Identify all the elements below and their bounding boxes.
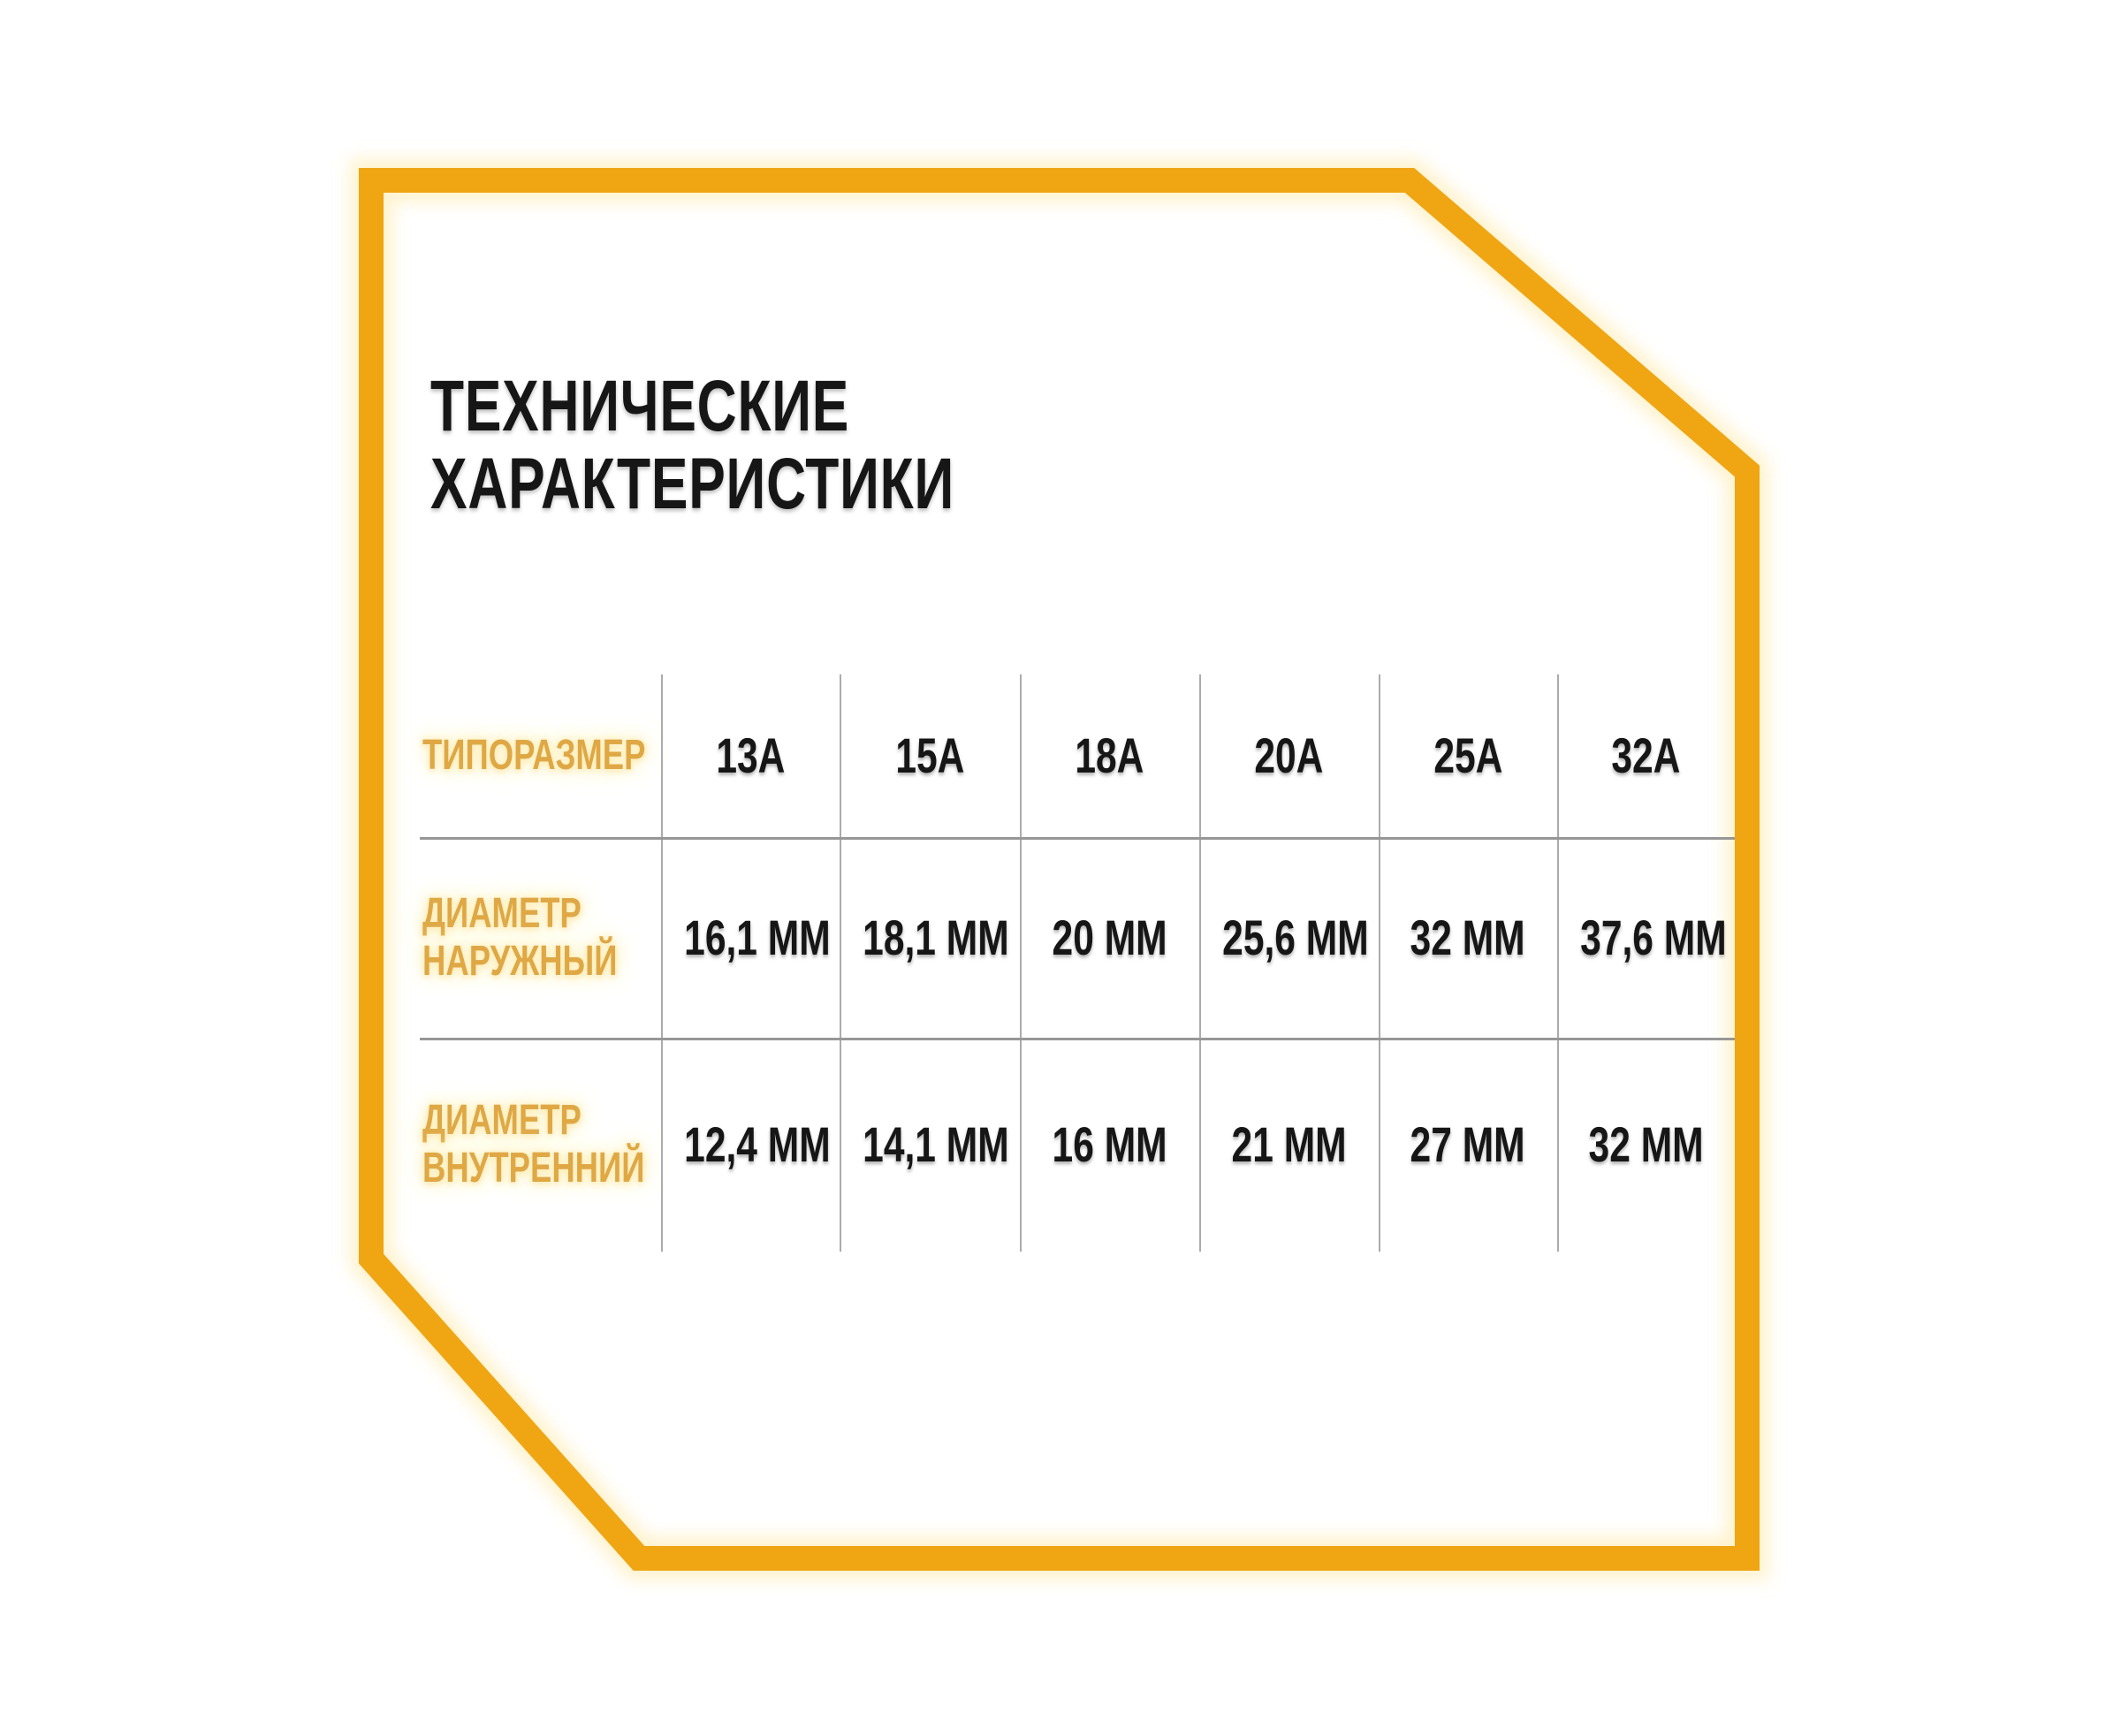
column-divider <box>1379 674 1380 1252</box>
table-cell: 32 ММ <box>1588 1116 1704 1172</box>
row-divider <box>420 837 1735 840</box>
table-cell: 15А <box>894 727 965 783</box>
row-header-outer-diameter: ДИАМЕТР НАРУЖНЫЙ <box>422 889 618 985</box>
table-row-outer-diameter: ДИАМЕТР НАРУЖНЫЙ 16,1 ММ 18,1 ММ 20 ММ 2… <box>384 837 1735 1038</box>
table-cell: 16,1 ММ <box>684 909 831 965</box>
table-cell: 27 ММ <box>1410 1116 1526 1172</box>
table-cell: 18,1 ММ <box>863 909 1009 965</box>
frame-outline <box>359 168 1760 1571</box>
table-cell: 16 ММ <box>1052 1116 1167 1172</box>
table-row-inner-diameter: ДИАМЕТР ВНУТРЕННИЙ 12,4 ММ 14,1 ММ 16 ММ… <box>384 1038 1735 1252</box>
table-cell: 32 ММ <box>1410 909 1526 965</box>
column-divider <box>1557 674 1559 1252</box>
table-cell: 20 ММ <box>1052 909 1167 965</box>
row-header-inner-diameter: ДИАМЕТР ВНУТРЕННИЙ <box>422 1097 645 1192</box>
table-cell: 37,6 ММ <box>1580 909 1727 965</box>
page-title-line2: ХАРАКТЕРИСТИКИ <box>430 444 955 524</box>
row-divider <box>420 1038 1735 1040</box>
table-cell: 14,1 ММ <box>863 1116 1009 1172</box>
table-cell: 25А <box>1433 727 1503 783</box>
column-divider <box>1199 674 1201 1252</box>
table-row-typesize: ТИПОРАЗМЕР 13А 15А 18А 20А 25А 32А <box>384 674 1735 837</box>
column-divider <box>840 674 841 1252</box>
table-cell: 25,6 ММ <box>1222 909 1369 965</box>
column-divider <box>661 674 663 1252</box>
table-cell: 21 ММ <box>1231 1116 1347 1172</box>
table-cell: 32А <box>1611 727 1681 783</box>
table-cell: 20А <box>1254 727 1324 783</box>
table-cell: 13А <box>715 727 786 783</box>
page-title-line1: ТЕХНИЧЕСКИЕ <box>430 366 850 446</box>
page-title: ТЕХНИЧЕСКИЕ ХАРАКТЕРИСТИКИ <box>430 368 1120 523</box>
column-divider <box>1020 674 1022 1252</box>
table-cell: 18А <box>1075 727 1144 783</box>
row-header-typesize: ТИПОРАЗМЕР <box>422 732 646 779</box>
table-cell: 12,4 ММ <box>684 1116 831 1172</box>
